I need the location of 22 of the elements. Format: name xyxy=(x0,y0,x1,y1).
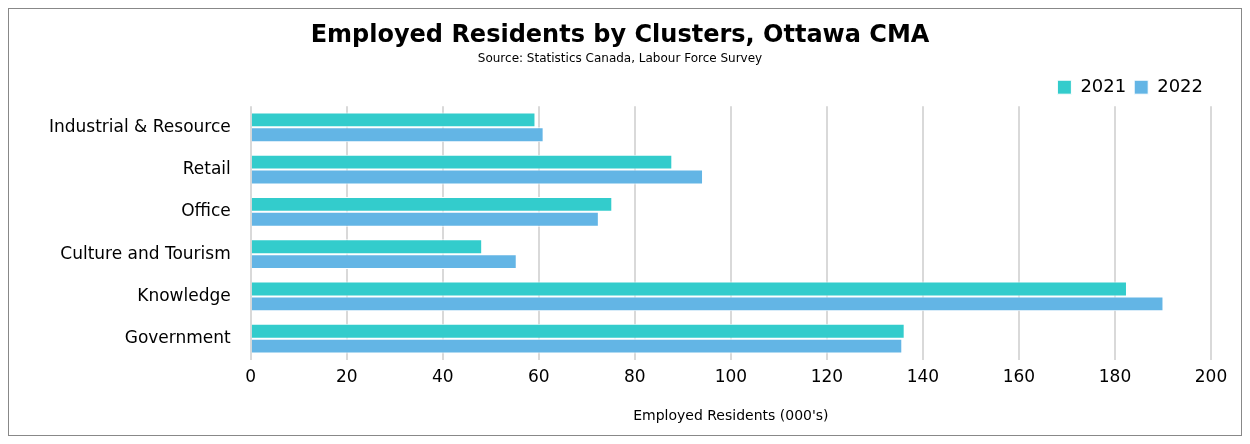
y-tick-label: Retail xyxy=(182,158,231,179)
x-tick-label: 80 xyxy=(624,366,646,387)
x-axis-title: Employed Residents (000's) xyxy=(633,407,829,424)
x-tick-label: 20 xyxy=(335,366,358,387)
legend-label: 2022 xyxy=(1157,74,1203,96)
chart-title: Employed Residents by Clusters, Ottawa CMA xyxy=(310,19,930,48)
x-tick-label: 180 xyxy=(1098,366,1132,387)
y-tick-label: Culture and Tourism xyxy=(60,242,231,263)
x-tick-label: 40 xyxy=(431,366,454,387)
y-tick-label: Office xyxy=(181,200,231,221)
y-tick-label: Knowledge xyxy=(137,284,231,305)
x-tick-label: 60 xyxy=(528,366,550,387)
x-tick-label: 140 xyxy=(906,366,940,387)
x-tick-label: 160 xyxy=(1002,366,1036,387)
legend-label: 2021 xyxy=(1080,74,1127,96)
x-tick-label: 200 xyxy=(1194,366,1228,387)
x-tick-label: 120 xyxy=(810,366,844,387)
x-tick-label: 0 xyxy=(245,366,257,387)
y-tick-label: Industrial & Resource xyxy=(48,115,231,136)
x-tick-label: 100 xyxy=(714,366,748,387)
y-tick-label: Government xyxy=(124,327,232,348)
chart-subtitle: Source: Statistics Canada, Labour Force Survey xyxy=(477,51,763,66)
